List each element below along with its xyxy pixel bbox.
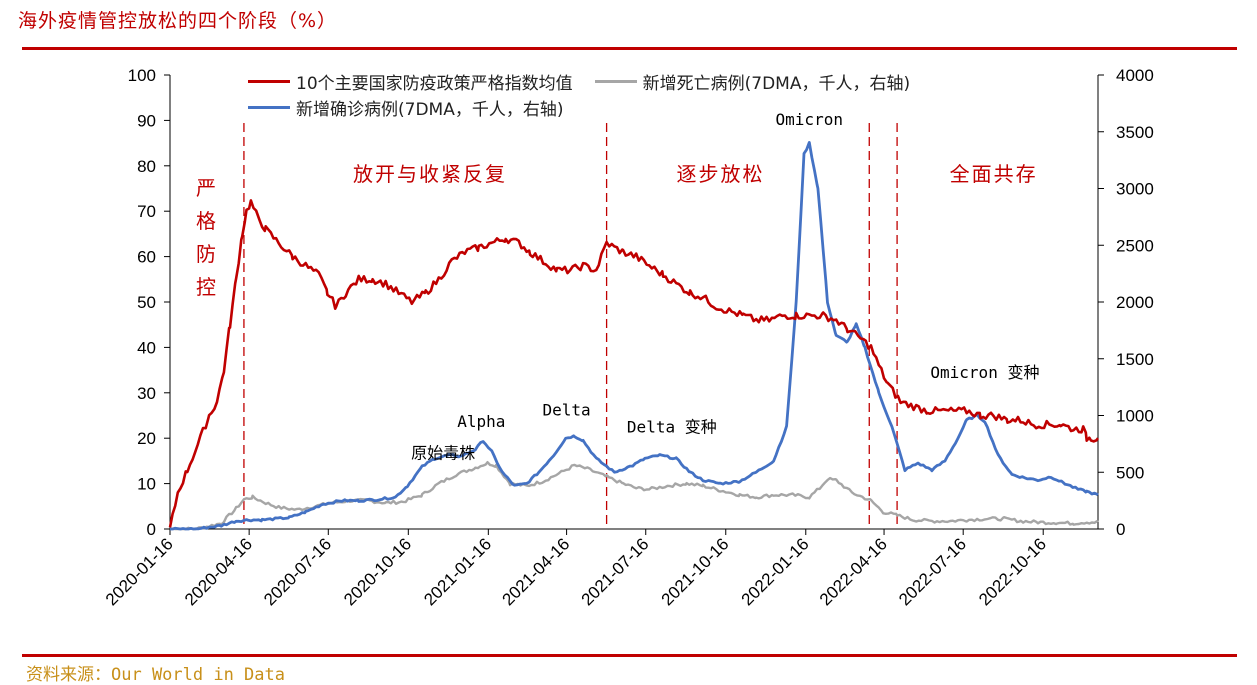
y-left-tick-label: 30 [137,384,156,403]
legend-label-deaths: 新增死亡病例(7DMA，千人，右轴) [642,73,911,94]
legend-swatch-stringency [248,79,290,83]
variant-label: Alpha [457,412,505,431]
y-right-tick-label: 2500 [1116,236,1154,255]
variant-label: Omicron [776,110,843,129]
x-tick-label: 2020-01-16 [102,534,177,609]
y-right-tick-label: 3500 [1116,123,1154,142]
y-right-tick-label: 2000 [1116,293,1154,312]
y-left-tick-label: 100 [128,66,156,85]
y-right-tick-label: 500 [1116,463,1144,482]
stage-label-strict-char: 格 [196,209,216,233]
legend-item-stringency: 10个主要国家防疫政策严格指数均值 [248,69,573,94]
legend-item-cases: 新增确诊病例(7DMA，千人，右轴) [248,95,563,120]
legend-label-cases: 新增确诊病例(7DMA，千人，右轴) [296,99,564,120]
x-tick-label: 2022-10-16 [975,534,1050,609]
y-left-tick-label: 0 [147,520,156,539]
stage-label: 逐步放松 [677,162,765,186]
legend-item-deaths: 新增死亡病例(7DMA，千人，右轴) [594,69,911,94]
stringency-index-line [168,199,1100,528]
y-left-tick-label: 60 [137,248,156,267]
y-left-tick-label: 50 [137,293,156,312]
y-left-tick-label: 70 [137,202,156,221]
variant-label: Delta [543,401,591,420]
stage-label: 全面共存 [950,162,1038,186]
x-tick-label: 2020-10-16 [340,534,415,609]
x-tick-label: 2021-07-16 [578,534,653,609]
title-divider [22,47,1237,50]
x-tick-label: 2022-01-16 [738,534,813,609]
legend-swatch-cases [248,105,290,109]
source-note: 资料来源：Our World in Data [26,665,285,685]
new-deaths-line [169,461,1099,531]
x-tick-label: 2021-04-16 [498,534,573,609]
x-tick-label: 2020-04-16 [181,534,256,609]
footer-divider [22,654,1237,657]
x-tick-label: 2020-07-16 [260,534,335,609]
variant-label: 原始毒株 [411,444,475,463]
y-left-tick-label: 40 [137,338,156,357]
y-right-tick-label: 0 [1116,520,1125,539]
legend-label-stringency: 10个主要国家防疫政策严格指数均值 [296,73,573,94]
y-left-tick-label: 90 [137,111,156,130]
y-left-tick-label: 80 [137,157,156,176]
variant-label: Omicron 变种 [930,363,1039,382]
new-cases-line [170,141,1099,531]
stage-label-strict-char: 防 [196,242,216,266]
y-right-tick-label: 1000 [1116,407,1154,426]
y-left-tick-label: 20 [137,429,156,448]
y-left-tick-label: 10 [137,475,156,494]
page-title: 海外疫情管控放松的四个阶段（%） [18,10,338,32]
variant-label: Delta 变种 [627,418,717,437]
legend-swatch-deaths [594,79,637,83]
x-tick-label: 2022-07-16 [895,534,970,609]
x-tick-label: 2021-10-16 [658,534,733,609]
stage-label-strict-char: 严 [196,176,216,200]
chart-legend: 10个主要国家防疫政策严格指数均值 新增死亡病例(7DMA，千人，右轴) 新增确… [248,68,932,120]
x-tick-label: 2021-01-16 [420,534,495,609]
y-right-tick-label: 1500 [1116,350,1154,369]
y-right-tick-label: 4000 [1116,66,1154,85]
stage-label-strict-char: 控 [196,275,216,299]
y-right-tick-label: 3000 [1116,180,1154,199]
x-tick-label: 2022-04-16 [816,534,891,609]
stage-label: 放开与收紧反复 [353,162,507,186]
